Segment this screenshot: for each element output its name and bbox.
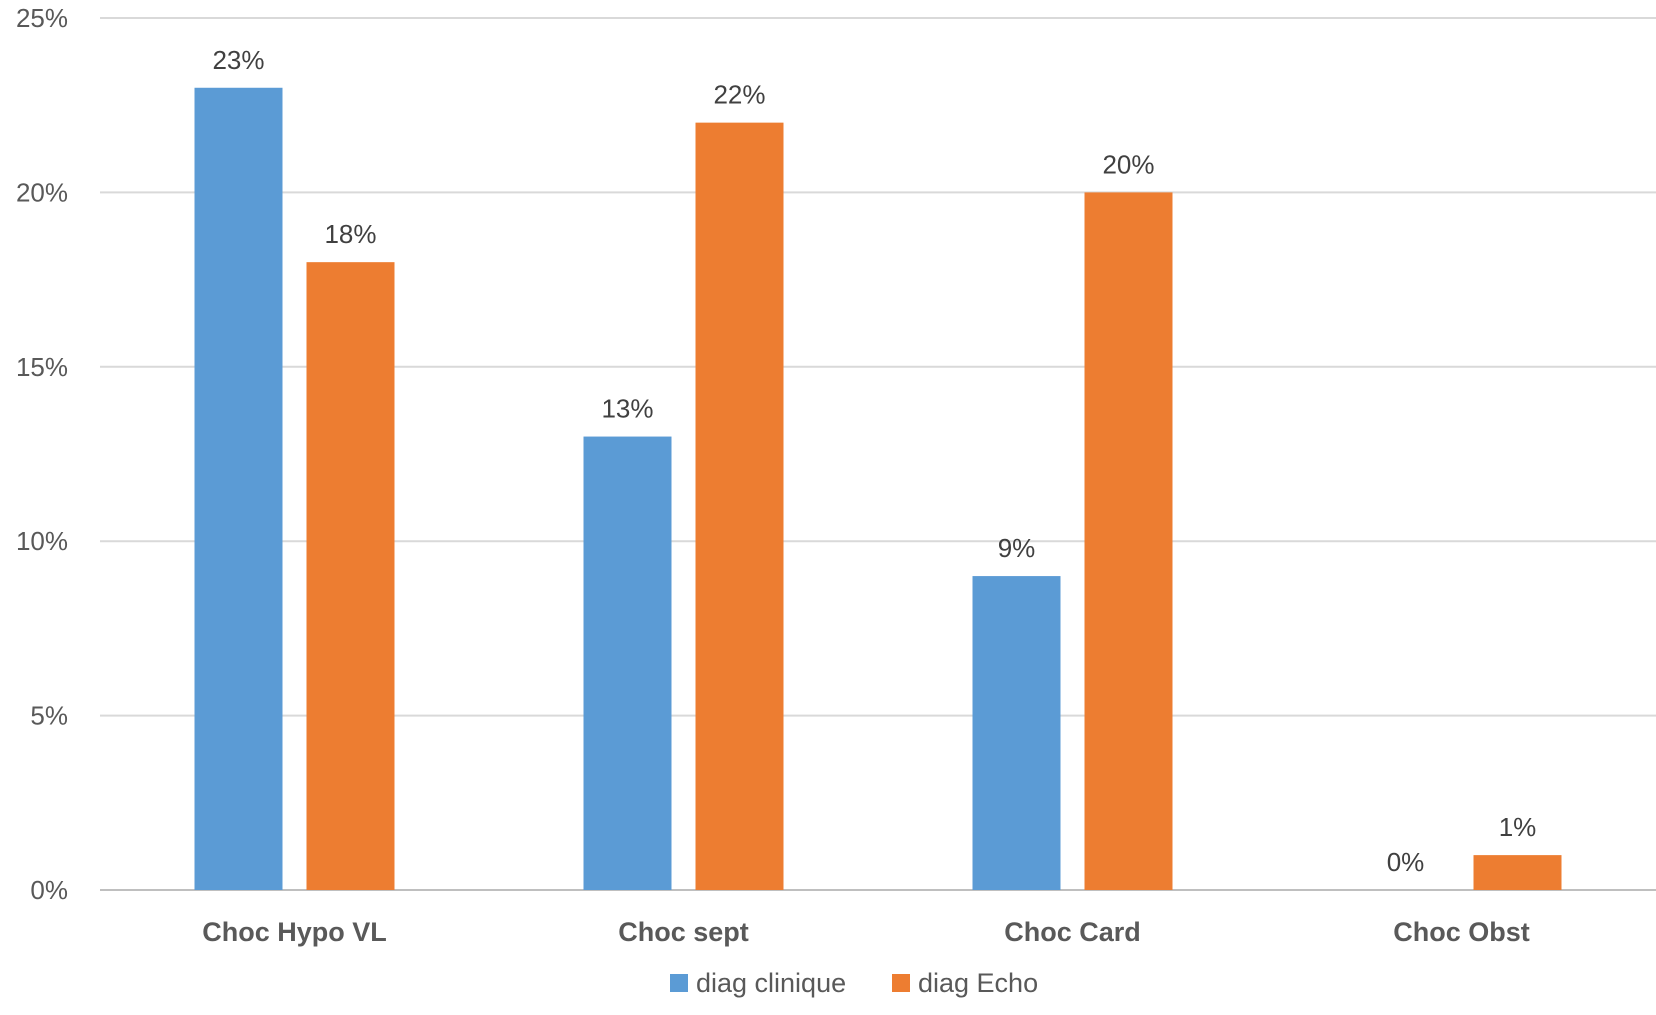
data-label: 0%	[1387, 847, 1425, 877]
legend: diag clinique diag Echo	[670, 968, 1038, 998]
category-label: Choc sept	[618, 917, 749, 947]
data-label: 23%	[212, 45, 264, 75]
y-axis-tick-labels: 0% 5% 10% 15% 20% 25%	[16, 3, 68, 905]
y-tick-label: 20%	[16, 177, 68, 207]
legend-swatch	[892, 974, 910, 992]
bar-diag-echo	[1473, 855, 1562, 890]
bar-diag-clinique	[972, 576, 1061, 890]
bar-diag-echo	[695, 122, 784, 890]
data-label: 22%	[713, 80, 765, 110]
category-label: Choc Card	[1004, 917, 1141, 947]
data-label: 20%	[1102, 149, 1154, 179]
data-label: 13%	[601, 394, 653, 424]
bar-diag-clinique	[583, 436, 672, 890]
y-tick-label: 5%	[30, 701, 68, 731]
data-label: 9%	[998, 533, 1036, 563]
y-tick-label: 25%	[16, 3, 68, 33]
category-label: Choc Obst	[1393, 917, 1530, 947]
category-label: Choc Hypo VL	[202, 917, 387, 947]
category-labels: Choc Hypo VL Choc sept Choc Card Choc Obst	[202, 917, 1530, 947]
bar-diag-clinique	[194, 87, 283, 890]
data-label: 1%	[1499, 812, 1537, 842]
y-tick-label: 15%	[16, 352, 68, 382]
y-tick-label: 0%	[30, 875, 68, 905]
legend-label: diag clinique	[696, 968, 846, 998]
y-tick-label: 10%	[16, 526, 68, 556]
legend-swatch	[670, 974, 688, 992]
legend-label: diag Echo	[918, 968, 1038, 998]
bars	[194, 87, 1562, 890]
bar-diag-echo	[1084, 192, 1173, 890]
data-labels: 23% 18% 13% 22% 9% 20% 0% 1%	[212, 45, 1536, 877]
bar-diag-echo	[306, 262, 395, 890]
data-label: 18%	[324, 219, 376, 249]
